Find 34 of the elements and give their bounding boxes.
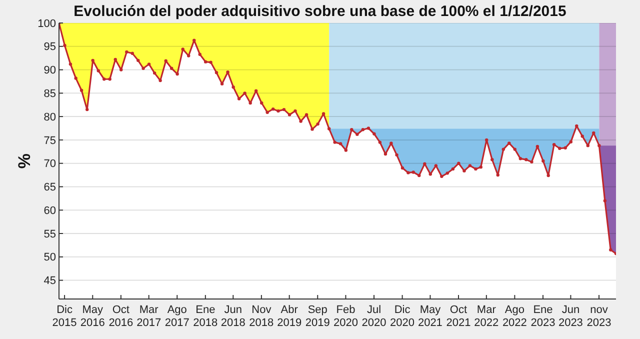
x-tick-label: Dic 2015 (52, 304, 77, 329)
y-tick-label: 100 (38, 18, 56, 30)
y-tick-label: 65 (44, 182, 56, 194)
x-tick-label: Abr 2019 (277, 304, 302, 329)
x-tick-label: Ene 2023 (530, 304, 556, 329)
x-tick-label: Ene 2018 (193, 304, 218, 329)
y-tick-label: 90 (44, 64, 56, 77)
x-tick-label: Ago 2017 (164, 304, 190, 329)
y-tick-label: 75 (44, 134, 56, 147)
y-tick-label: 80 (44, 111, 56, 124)
y-tick-label: 70 (44, 158, 56, 170)
x-tick-label: May 2021 (418, 304, 442, 329)
y-tick-label: 55 (44, 228, 56, 240)
x-tick-label: Nov 2018 (249, 304, 274, 329)
x-tick-label: May 2016 (80, 304, 105, 329)
x-tick-label: Oct 2021 (446, 304, 471, 329)
x-tick-label: Mar 2022 (474, 304, 499, 329)
x-tick-label: Feb 2020 (333, 304, 358, 329)
y-tick-label: 50 (44, 252, 56, 264)
x-tick-label: Oct 2016 (108, 304, 134, 329)
x-tick-label: Mar 2017 (136, 304, 162, 329)
x-tick-label: Jun 2018 (220, 304, 246, 329)
chart-title: Evolución del poder adquisitivo sobre una base de 100% el 1/12/2015 (74, 3, 566, 20)
x-tick-label: Jul 2020 (362, 304, 386, 329)
y-tick-label: 95 (44, 41, 56, 54)
x-tick-label: Dic 2020 (390, 304, 415, 329)
x-tick-label: Jun 2023 (558, 304, 583, 329)
y-tick-label: 60 (44, 204, 56, 217)
y-tick-label: 85 (44, 88, 56, 100)
x-tick-label: nov 2023 (586, 304, 612, 329)
x-tick-label: Ago 2022 (502, 304, 527, 329)
y-tick-label: 45 (44, 275, 56, 288)
y-axis-title: % (15, 153, 34, 169)
x-tick-label: Sep 2019 (305, 304, 330, 329)
